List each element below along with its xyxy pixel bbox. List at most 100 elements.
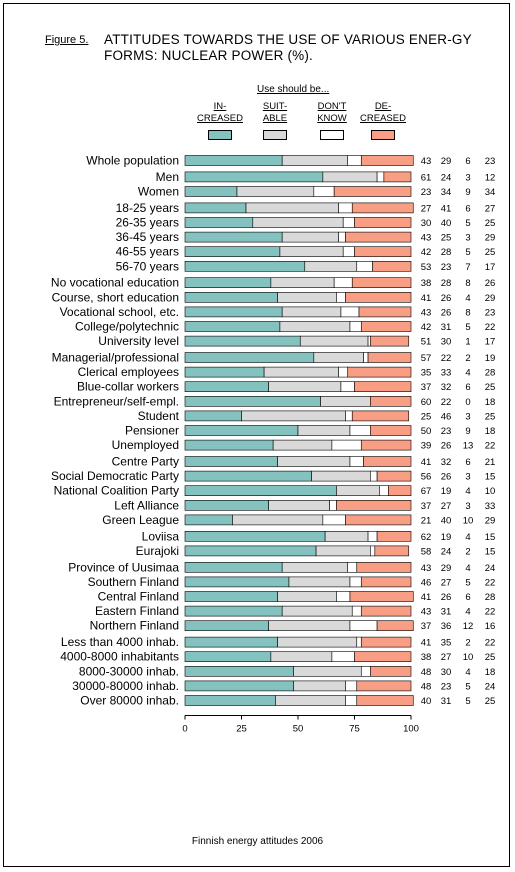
bar-segment-whole-population-suitable <box>281 155 349 166</box>
bar-segment-men-suitable <box>322 171 378 183</box>
value-label-less-than-4000-inhab-increased: 41 <box>421 638 432 649</box>
legend-label-dont-know: DON'T KNOW <box>317 101 347 124</box>
bar-segment-vocational-school-etc-suitable <box>281 306 342 318</box>
value-label-men-dont_know: 3 <box>465 172 470 183</box>
value-label-course-short-education-suitable: 26 <box>441 293 452 304</box>
bar-segment-university-level-suitable <box>299 335 369 347</box>
bar-segment-clerical-employees-decreased <box>347 366 412 378</box>
category-label-26-35-years: 26-35 years <box>116 216 179 230</box>
value-label-student-increased: 25 <box>421 411 432 422</box>
bar-segment-4000-8000-inhabitants-suitable <box>270 651 333 663</box>
value-label-pensioner-suitable: 23 <box>441 426 452 437</box>
value-label-clerical-employees-suitable: 33 <box>441 368 452 379</box>
value-label-clerical-employees-dont_know: 4 <box>465 368 470 379</box>
bar-segment-national-coalition-party-dont_know <box>379 485 389 497</box>
bar-segment-whole-population-decreased <box>360 155 414 166</box>
x-tick-label-0: 0 <box>182 724 187 735</box>
value-label-blue-collar-workers-dont_know: 6 <box>465 382 470 393</box>
bar-segment-4000-8000-inhabitants-dont_know <box>331 651 355 663</box>
bar-segment-blue-collar-workers-decreased <box>354 381 412 393</box>
bar-segment-college-polytechnic-dont_know <box>349 321 362 332</box>
legend-label-increased: IN- CREASED <box>197 101 243 124</box>
value-label-whole-population-decreased: 23 <box>485 156 496 167</box>
bar-segment-36-45-years-suitable <box>281 231 339 243</box>
bar-segment-women-suitable <box>236 186 315 197</box>
bar-segment-eurajoki-suitable <box>315 545 371 557</box>
bar-segment-college-polytechnic-increased <box>184 321 281 332</box>
value-label-university-level-suitable: 30 <box>441 337 452 348</box>
bar-segment-women-increased <box>184 186 238 197</box>
bar-segment-8000-30000-inhab-decreased <box>370 665 412 677</box>
value-label-56-70-years-increased: 53 <box>421 262 432 273</box>
value-label-student-suitable: 46 <box>441 411 452 422</box>
legend-swatch-suitable <box>263 130 287 140</box>
legend-swatch-increased <box>208 130 232 140</box>
bar-segment-northern-finland-increased <box>184 620 269 632</box>
bar-segment-26-35-years-increased <box>184 217 254 228</box>
value-label-pensioner-increased: 50 <box>421 426 432 437</box>
bar-segment-left-alliance-increased <box>184 499 269 511</box>
category-label-18-25-years: 18-25 years <box>116 201 179 215</box>
bar-segment-no-vocational-education-suitable <box>270 277 335 289</box>
value-label-course-short-education-increased: 41 <box>421 293 432 304</box>
bar-segment-student-increased <box>184 410 242 422</box>
bar-segment-no-vocational-education-dont_know <box>333 277 353 289</box>
category-label-green-league: Green League <box>102 513 179 527</box>
value-label-centre-party-increased: 41 <box>421 457 432 468</box>
bar-segment-eastern-finland-dont_know <box>351 605 362 617</box>
value-label-loviisa-increased: 62 <box>421 532 432 543</box>
bar-segment-pensioner-dont_know <box>349 425 371 436</box>
category-label-unemployed: Unemployed <box>112 438 179 452</box>
value-label-centre-party-decreased: 21 <box>485 457 496 468</box>
bar-segment-blue-collar-workers-suitable <box>268 381 342 393</box>
bar-segment-over-80000-inhab-suitable <box>275 695 346 706</box>
bar-segment-over-80000-inhab-increased <box>184 695 276 706</box>
bar-segment-loviisa-suitable <box>324 530 369 542</box>
value-label-18-25-years-decreased: 27 <box>485 203 496 214</box>
value-label-eurajoki-dont_know: 2 <box>465 546 470 557</box>
value-label-student-dont_know: 3 <box>465 411 470 422</box>
x-tick-label-75: 75 <box>349 724 360 735</box>
bar-segment-southern-finland-increased <box>184 576 290 588</box>
category-label-eastern-finland: Eastern Finland <box>95 604 179 618</box>
legend-header: Use should be... <box>257 84 330 95</box>
value-label-loviisa-dont_know: 4 <box>465 532 470 543</box>
value-label-left-alliance-dont_know: 3 <box>465 501 470 512</box>
bar-segment-entrepreneur-self-empl-suitable <box>320 395 371 407</box>
bar-segment-social-democratic-party-decreased <box>376 470 412 482</box>
bar-segment-56-70-years-suitable <box>304 260 358 272</box>
bar-segment-social-democratic-party-increased <box>184 470 312 482</box>
value-label-26-35-years-suitable: 40 <box>441 218 452 229</box>
bar-segment-men-increased <box>184 171 324 183</box>
bar-segment-unemployed-suitable <box>272 439 333 451</box>
bar-segment-entrepreneur-self-empl-increased <box>184 395 321 407</box>
value-label-southern-finland-dont_know: 5 <box>465 577 470 588</box>
value-label-pensioner-decreased: 18 <box>485 426 496 437</box>
category-label-managerial-professional: Managerial/professional <box>52 351 179 365</box>
value-label-4000-8000-inhabitants-decreased: 25 <box>485 652 496 663</box>
chart-title: ATTITUDES TOWARDS THE USE OF VARIOUS ENE… <box>104 32 472 63</box>
value-label-northern-finland-dont_know: 12 <box>463 621 474 632</box>
bar-segment-4000-8000-inhabitants-increased <box>184 651 272 663</box>
bar-segment-less-than-4000-inhab-dont_know <box>356 636 362 648</box>
bar-segment-8000-30000-inhab-suitable <box>293 665 362 677</box>
value-label-national-coalition-party-suitable: 19 <box>441 486 452 497</box>
value-label-26-35-years-dont_know: 5 <box>465 218 470 229</box>
value-label-18-25-years-dont_know: 6 <box>465 203 470 214</box>
value-label-eastern-finland-suitable: 31 <box>441 607 452 618</box>
bar-segment-national-coalition-party-increased <box>184 485 337 497</box>
bar-segment-56-70-years-increased <box>184 260 306 272</box>
value-label-vocational-school-etc-increased: 43 <box>421 307 432 318</box>
bar-segment-eastern-finland-decreased <box>360 605 412 617</box>
value-label-province-of-uusimaa-decreased: 24 <box>485 563 496 574</box>
category-label-no-vocational-education: No vocational education <box>51 276 179 290</box>
category-label-left-alliance: Left Alliance <box>114 498 179 512</box>
value-label-unemployed-decreased: 22 <box>485 441 496 452</box>
value-label-left-alliance-decreased: 33 <box>485 501 496 512</box>
bar-segment-central-finland-suitable <box>277 591 337 602</box>
value-label-4000-8000-inhabitants-dont_know: 10 <box>463 652 474 663</box>
category-label-social-democratic-party: Social Democratic Party <box>51 469 179 483</box>
value-label-social-democratic-party-suitable: 26 <box>441 472 452 483</box>
value-label-entrepreneur-self-empl-decreased: 18 <box>485 397 496 408</box>
value-label-centre-party-dont_know: 6 <box>465 457 470 468</box>
